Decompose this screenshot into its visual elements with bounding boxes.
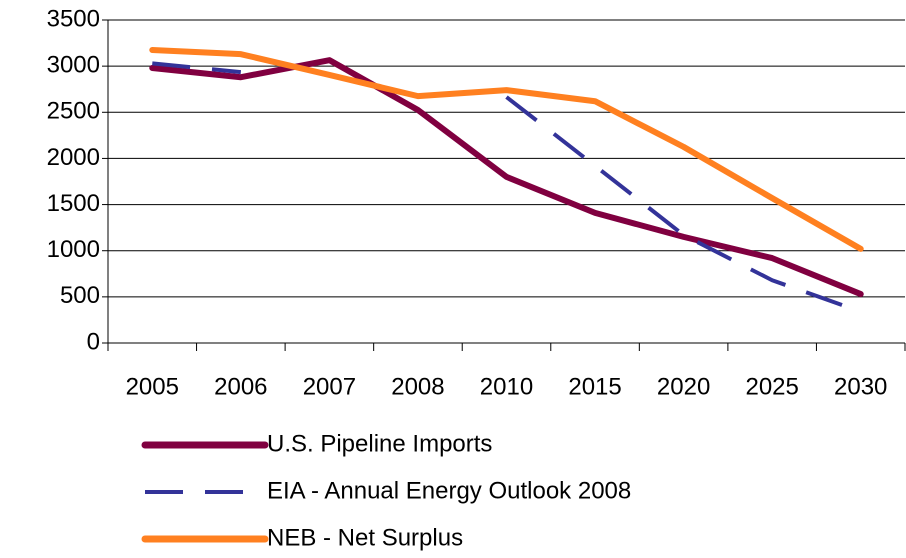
y-tick-label: 1000 bbox=[47, 236, 100, 263]
legend-label: EIA - Annual Energy Outlook 2008 bbox=[267, 477, 631, 504]
y-tick-label: 3000 bbox=[47, 51, 100, 78]
y-tick-label: 0 bbox=[87, 328, 100, 355]
x-tick-label: 2006 bbox=[214, 373, 267, 400]
x-tick-label: 2015 bbox=[568, 373, 621, 400]
x-tick-label: 2008 bbox=[391, 373, 444, 400]
y-tick-label: 2500 bbox=[47, 98, 100, 125]
legend-label: U.S. Pipeline Imports bbox=[267, 430, 492, 457]
y-tick-label: 3500 bbox=[47, 5, 100, 32]
series-line bbox=[149, 46, 864, 252]
x-tick-label: 2020 bbox=[657, 373, 710, 400]
x-tick-label: 2005 bbox=[126, 373, 179, 400]
legend-label: NEB - Net Surplus bbox=[267, 524, 463, 551]
series-line bbox=[149, 57, 864, 298]
series-line bbox=[152, 61, 862, 314]
y-tick-label: 1500 bbox=[47, 190, 100, 217]
x-tick-label: 2030 bbox=[834, 373, 887, 400]
x-tick-label: 2025 bbox=[745, 373, 798, 400]
y-tick-label: 500 bbox=[60, 282, 100, 309]
x-tick-label: 2007 bbox=[303, 373, 356, 400]
y-tick-label: 2000 bbox=[47, 144, 100, 171]
x-tick-label: 2010 bbox=[480, 373, 533, 400]
